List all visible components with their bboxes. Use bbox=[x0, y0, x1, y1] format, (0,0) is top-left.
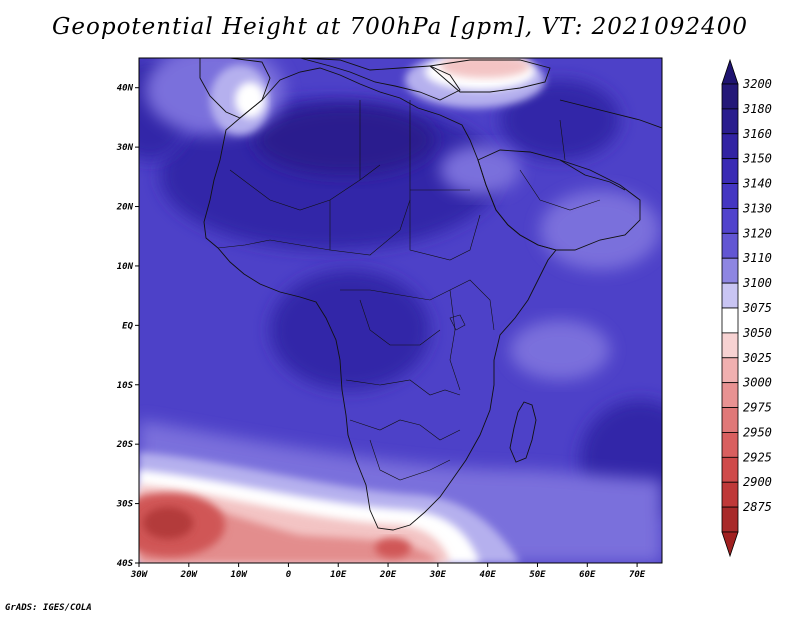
colorbar-swatch bbox=[721, 506, 739, 533]
colorbar-label: 2950 bbox=[743, 425, 772, 439]
colorbar-label: 2975 bbox=[743, 401, 772, 415]
lon-tick-label: 10W bbox=[230, 570, 248, 580]
lat-tick-label: EQ bbox=[122, 321, 133, 331]
lon-tick-label: 0 bbox=[286, 570, 292, 580]
persian-gulf bbox=[559, 159, 626, 191]
colorbar-swatch bbox=[721, 332, 739, 359]
border-arabia bbox=[519, 119, 601, 211]
colorbar-label: 2900 bbox=[743, 475, 772, 489]
colorbar-swatch bbox=[721, 232, 739, 259]
colorbar-label: 3180 bbox=[742, 102, 772, 116]
lon-tick-label: 10E bbox=[330, 570, 347, 580]
border-angola-zambia bbox=[345, 379, 461, 396]
iberia bbox=[199, 58, 271, 119]
colorbar-label: 3075 bbox=[742, 301, 772, 315]
lon-tick-label: 30E bbox=[429, 570, 447, 580]
africa-coastline bbox=[203, 67, 557, 531]
colorbar-swatch bbox=[721, 357, 739, 384]
lon-tick-label: 30W bbox=[130, 570, 149, 580]
low-morocco-core bbox=[235, 82, 265, 118]
lon-tick-label: 60E bbox=[579, 570, 596, 580]
colorbar-label: 3130 bbox=[742, 201, 772, 215]
lat-tick-label: 10N bbox=[117, 262, 134, 272]
border-namibia-sa bbox=[369, 439, 451, 481]
colorbar-swatch bbox=[721, 257, 739, 284]
colorbar: 3200 3180 3160 3150 3140 3130 3120 3110 3100 3075… bbox=[721, 58, 772, 558]
colorbar-swatch bbox=[721, 407, 739, 433]
colorbar-swatch bbox=[721, 382, 739, 408]
country-borders bbox=[217, 100, 601, 481]
colorbar-label: 3150 bbox=[742, 152, 772, 166]
colorbar-label: 3120 bbox=[742, 226, 772, 240]
border-central bbox=[340, 279, 495, 331]
colorbar-label: 2925 bbox=[743, 450, 772, 464]
border-niger-chad bbox=[329, 199, 411, 256]
colorbar-swatch bbox=[721, 282, 739, 309]
colorbar-top-arrow bbox=[721, 58, 739, 85]
border-libya-egypt bbox=[359, 100, 470, 191]
lat-tick-label: 30S bbox=[116, 500, 134, 510]
colorbar-swatch bbox=[721, 83, 739, 110]
lat-tick-label: 20S bbox=[116, 440, 134, 450]
lat-tick-label: 40N bbox=[117, 84, 134, 94]
italy-balkans bbox=[299, 58, 461, 101]
lon-tick-label: 20E bbox=[379, 570, 397, 580]
colorbar-swatch bbox=[721, 307, 739, 334]
border-east bbox=[449, 289, 461, 391]
colorbar-bottom-arrow bbox=[721, 531, 739, 558]
colorbar-swatch bbox=[721, 183, 739, 209]
lake-victoria bbox=[449, 314, 466, 331]
colorbar-label: 2875 bbox=[743, 500, 772, 514]
turkey-coast bbox=[428, 59, 551, 93]
map-title: Geopotential Height at 700hPa [gpm], VT:… bbox=[52, 14, 748, 40]
lat-tick-label: 40S bbox=[117, 559, 134, 569]
colorbar-swatch bbox=[721, 481, 739, 508]
colorbar-label: 3000 bbox=[742, 376, 772, 390]
lon-tick-label: 50E bbox=[529, 570, 546, 580]
low-turkey-core bbox=[440, 58, 530, 78]
low-red-sea bbox=[440, 145, 520, 195]
colorbar-label: 3110 bbox=[742, 251, 772, 265]
lat-tick-label: 10S bbox=[117, 381, 134, 391]
border-sudan bbox=[409, 190, 481, 261]
low-indian-ocean bbox=[510, 320, 610, 380]
lon-tick-label: 20W bbox=[180, 570, 199, 580]
colorbar-swatch bbox=[721, 432, 739, 458]
longitude-axis: 30W 20W 10W 0 10E 20E 30E 40E 50E 60E 70E bbox=[130, 563, 646, 580]
colorbar-label: 3025 bbox=[742, 351, 772, 365]
iran-coast bbox=[559, 99, 662, 129]
colorbar-swatch bbox=[721, 456, 739, 483]
colorbar-swatch bbox=[721, 208, 739, 234]
lat-tick-label: 30N bbox=[116, 143, 134, 153]
colorbar-swatch bbox=[721, 133, 739, 160]
colorbar-label: 3160 bbox=[742, 127, 772, 141]
lon-tick-label: 70E bbox=[629, 570, 646, 580]
plot-frame bbox=[138, 57, 663, 564]
border-southern bbox=[349, 419, 461, 441]
colorbar-label: 3100 bbox=[742, 276, 772, 290]
grads-credit: GrADS: IGES/COLA bbox=[5, 603, 92, 613]
low-cape-core bbox=[375, 538, 411, 558]
lat-tick-label: 20N bbox=[116, 203, 134, 213]
coastlines bbox=[199, 58, 662, 531]
border-algeria-mali bbox=[229, 164, 381, 211]
madagascar bbox=[509, 401, 537, 463]
low-arabian-sea bbox=[540, 190, 660, 270]
high-central-africa bbox=[270, 270, 430, 390]
colorbar-swatch bbox=[721, 158, 739, 184]
colorbar-label: 3200 bbox=[742, 77, 772, 91]
low-south-atlantic-core bbox=[143, 507, 193, 539]
height-field bbox=[139, 58, 662, 563]
colorbar-swatch bbox=[721, 108, 739, 135]
lon-tick-label: 40E bbox=[480, 570, 497, 580]
border-west-africa bbox=[217, 239, 331, 251]
colorbar-label: 3140 bbox=[742, 177, 772, 191]
high-core-libya bbox=[255, 105, 435, 175]
latitude-axis: 40N 30N 20N 10N EQ 10S 20S 30S 40S bbox=[116, 84, 139, 569]
colorbar-label: 3050 bbox=[742, 326, 772, 340]
arabia bbox=[477, 149, 641, 251]
border-congo bbox=[359, 299, 441, 346]
